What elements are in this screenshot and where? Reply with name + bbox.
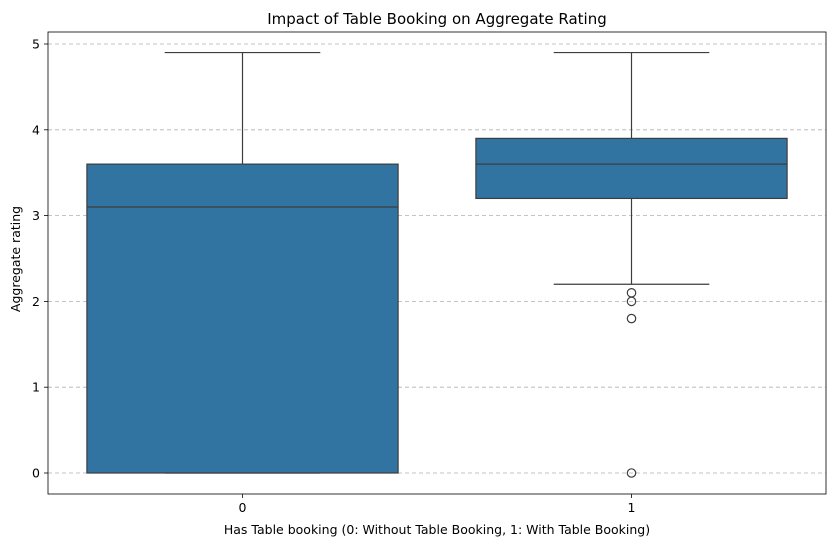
box-group-1 — [475, 51, 788, 478]
outlier-point — [626, 296, 637, 307]
outlier-point — [626, 468, 637, 478]
y-tick-label: 1 — [32, 380, 40, 395]
box-iqr — [86, 163, 399, 474]
x-axis-label: Has Table booking (0: Without Table Book… — [224, 522, 650, 537]
x-tick-label: 1 — [628, 500, 636, 515]
y-tick-label: 4 — [32, 122, 40, 137]
plot-frame — [47, 31, 827, 495]
y-tick-label: 2 — [32, 294, 40, 309]
y-tick-label: 3 — [32, 208, 40, 223]
outlier-point — [626, 288, 637, 298]
outlier-point — [626, 313, 637, 324]
box-iqr — [475, 137, 788, 200]
y-tick-label: 5 — [32, 37, 40, 52]
y-tick-label: 0 — [32, 466, 40, 481]
box-group-0 — [86, 51, 399, 474]
chart-title: Impact of Table Booking on Aggregate Rat… — [267, 10, 607, 28]
y-axis-label: Aggregate rating — [8, 206, 23, 312]
plot-area: 0 1 2 3 4 5 0 1 — [32, 31, 827, 515]
x-tick-label: 0 — [239, 500, 247, 515]
